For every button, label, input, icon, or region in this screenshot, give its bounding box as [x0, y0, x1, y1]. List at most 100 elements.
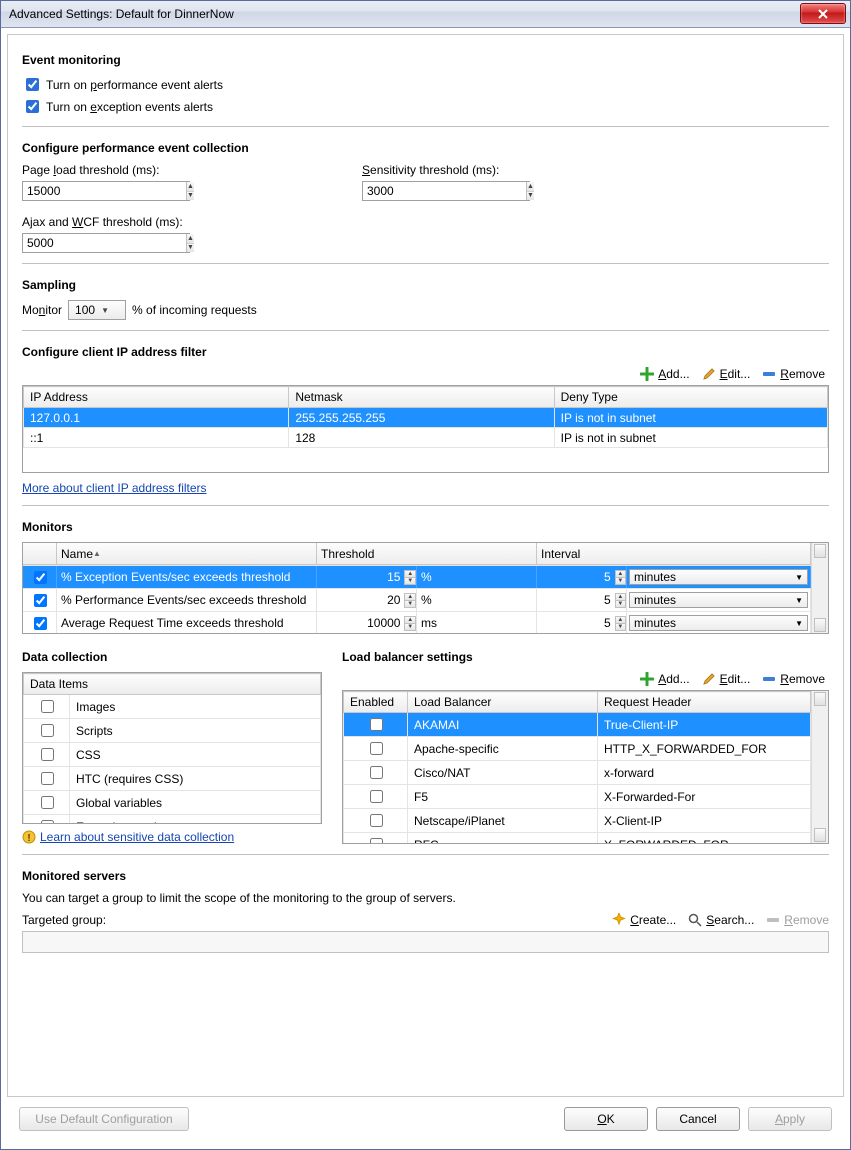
section-ip-filter: Configure client IP address filter [22, 345, 829, 359]
table-row[interactable]: ::1128IP is not in subnet [24, 428, 828, 448]
sensitivity-spinner[interactable]: ▲▼ [362, 181, 530, 201]
ip-edit-button[interactable]: Edit... [702, 367, 751, 381]
table-row[interactable]: AKAMAITrue-Client-IP [344, 713, 811, 737]
table-row[interactable]: Images [24, 695, 321, 719]
section-load-balancer: Load balancer settings [342, 650, 829, 664]
minus-icon [762, 672, 776, 686]
col-enabled[interactable]: Enabled [344, 692, 408, 713]
spin-arrows[interactable]: ▲▼ [404, 616, 416, 631]
ajax-input[interactable] [23, 234, 186, 252]
spin-arrows[interactable]: ▲▼ [404, 593, 416, 608]
data-item-checkbox[interactable] [41, 748, 54, 761]
interval-unit-dropdown[interactable]: minutes▼ [629, 569, 808, 585]
table-row[interactable]: Apache-specificHTTP_X_FORWARDED_FOR [344, 737, 811, 761]
table-row[interactable]: Netscape/iPlanetX-Client-IP [344, 809, 811, 833]
exc-alerts-label: Turn on exception events alerts [46, 100, 213, 114]
interval-input[interactable] [537, 593, 613, 608]
page-load-spinner[interactable]: ▲▼ [22, 181, 190, 201]
ip-filter-table-wrap: IP Address Netmask Deny Type 127.0.0.125… [22, 385, 829, 473]
table-row[interactable]: Exception stack [24, 815, 321, 825]
lb-checkbox[interactable] [370, 838, 383, 843]
content-frame: Event monitoring Turn on performance eve… [7, 34, 844, 1097]
monitor-checkbox[interactable] [34, 594, 47, 607]
interval-input[interactable] [537, 616, 613, 631]
search-button[interactable]: Search... [688, 913, 754, 927]
table-row[interactable]: RFCX_FORWARDED_FOR [344, 833, 811, 844]
ip-remove-button[interactable]: Remove [762, 367, 825, 381]
sensitivity-input[interactable] [363, 182, 526, 200]
threshold-input[interactable] [317, 616, 402, 631]
lb-checkbox[interactable] [370, 766, 383, 779]
table-header: Name▲ Threshold Interval [23, 543, 811, 566]
spin-arrows[interactable]: ▲▼ [186, 182, 194, 200]
lb-add-button[interactable]: Add... [640, 672, 689, 686]
ajax-spinner[interactable]: ▲▼ [22, 233, 190, 253]
lb-checkbox[interactable] [370, 790, 383, 803]
sampling-dropdown[interactable]: 100▼ [68, 300, 126, 320]
monitor-checkbox[interactable] [34, 571, 47, 584]
lb-checkbox[interactable] [370, 814, 383, 827]
lb-checkbox[interactable] [370, 718, 383, 731]
col-data-items[interactable]: Data Items [24, 674, 321, 695]
plus-icon [640, 672, 654, 686]
cancel-button[interactable]: Cancel [656, 1107, 740, 1131]
window-title: Advanced Settings: Default for DinnerNow [9, 7, 234, 21]
spin-arrows[interactable]: ▲▼ [404, 570, 416, 585]
col-netmask[interactable]: Netmask [289, 387, 554, 408]
lb-checkbox[interactable] [370, 742, 383, 755]
table-row[interactable]: CSS [24, 743, 321, 767]
table-row[interactable]: F5X-Forwarded-For [344, 785, 811, 809]
data-item-checkbox[interactable] [41, 796, 54, 809]
ip-filter-link[interactable]: More about client IP address filters [22, 481, 207, 495]
titlebar: Advanced Settings: Default for DinnerNow [1, 1, 850, 28]
pencil-icon [702, 672, 716, 686]
table-row[interactable]: HTC (requires CSS) [24, 767, 321, 791]
ip-filter-table[interactable]: IP Address Netmask Deny Type 127.0.0.125… [23, 386, 828, 448]
data-item-checkbox[interactable] [41, 772, 54, 785]
section-sampling: Sampling [22, 278, 829, 292]
monitors-table-wrap: Name▲ Threshold Interval % Exception Eve… [22, 542, 829, 634]
interval-input[interactable] [537, 570, 613, 585]
threshold-input[interactable] [317, 570, 402, 585]
data-collection-link[interactable]: Learn about sensitive data collection [40, 830, 234, 844]
perf-alerts-checkbox[interactable] [26, 78, 39, 91]
ok-button[interactable]: OK [564, 1107, 648, 1131]
table-row[interactable]: Scripts [24, 719, 321, 743]
col-lb[interactable]: Load Balancer [408, 692, 598, 713]
svg-text:!: ! [27, 833, 30, 844]
lb-edit-button[interactable]: Edit... [702, 672, 751, 686]
scrollbar[interactable] [811, 543, 828, 633]
table-row[interactable]: % Exception Events/sec exceeds threshold… [23, 566, 811, 589]
interval-unit-dropdown[interactable]: minutes▼ [629, 592, 808, 608]
col-ip[interactable]: IP Address [24, 387, 289, 408]
close-button[interactable] [800, 3, 846, 24]
col-rh[interactable]: Request Header [598, 692, 811, 713]
ip-add-button[interactable]: Add... [640, 367, 689, 381]
scrollbar[interactable] [811, 691, 828, 843]
data-item-checkbox[interactable] [41, 724, 54, 737]
data-items-table-wrap: Data Items ImagesScriptsCSSHTC (requires… [22, 672, 322, 824]
table-row[interactable]: Cisco/NATx-forward [344, 761, 811, 785]
monitor-checkbox[interactable] [34, 617, 47, 630]
interval-unit-dropdown[interactable]: minutes▼ [629, 615, 808, 631]
table-row[interactable]: Average Request Time exceeds threshold ▲… [23, 612, 811, 633]
page-load-input[interactable] [23, 182, 186, 200]
table-row[interactable]: 127.0.0.1255.255.255.255IP is not in sub… [24, 408, 828, 428]
table-row[interactable]: Global variables [24, 791, 321, 815]
data-item-checkbox[interactable] [41, 820, 54, 824]
scroll-area[interactable]: Event monitoring Turn on performance eve… [8, 35, 843, 1096]
threshold-input[interactable] [317, 593, 402, 608]
data-items-table[interactable]: Data Items ImagesScriptsCSSHTC (requires… [23, 673, 321, 824]
data-item-checkbox[interactable] [41, 700, 54, 713]
sampling-label: Monitor [22, 303, 62, 317]
exc-alerts-checkbox[interactable] [26, 100, 39, 113]
plus-icon [640, 367, 654, 381]
lb-remove-button[interactable]: Remove [762, 672, 825, 686]
create-button[interactable]: Create... [612, 913, 676, 927]
section-perf-collection: Configure performance event collection [22, 141, 829, 155]
targeted-group-field [22, 931, 829, 953]
lb-table[interactable]: Enabled Load Balancer Request Header AKA… [343, 691, 811, 843]
table-row[interactable]: % Performance Events/sec exceeds thresho… [23, 589, 811, 612]
section-monitored-servers: Monitored servers [22, 869, 829, 883]
col-deny[interactable]: Deny Type [554, 387, 827, 408]
